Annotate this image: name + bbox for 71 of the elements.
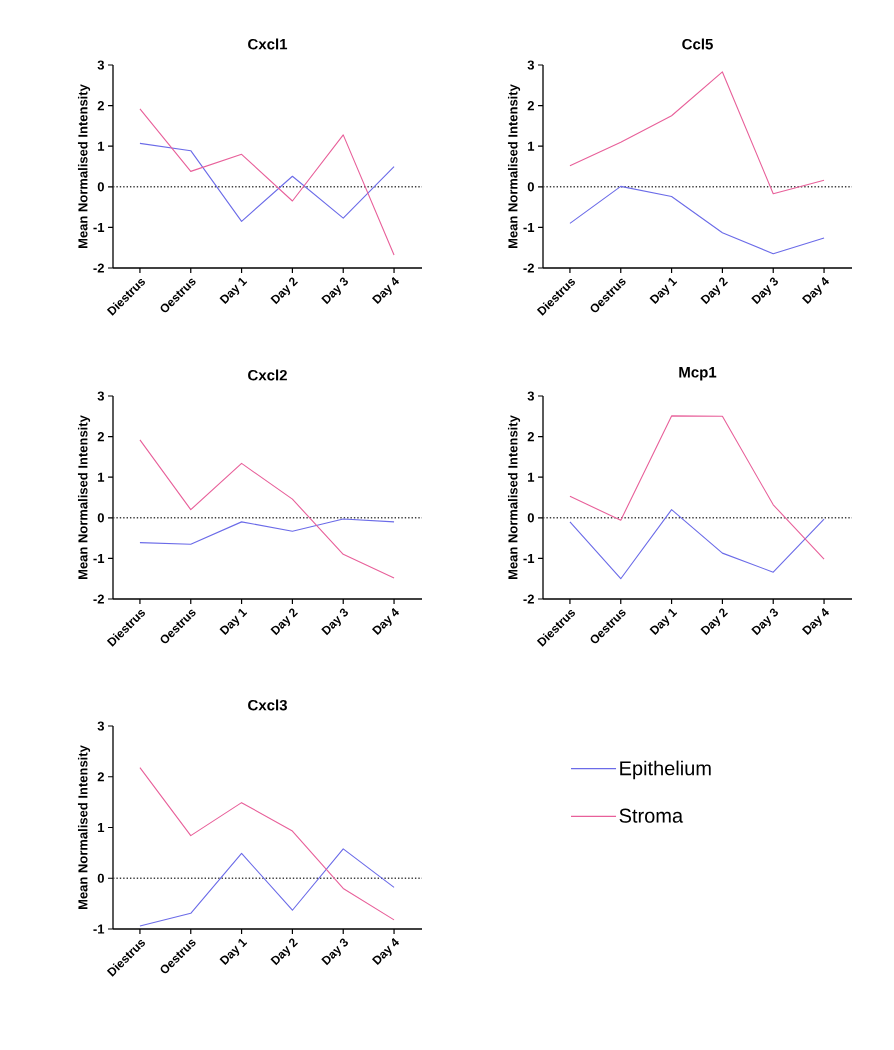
x-tick-label: Day 4 <box>371 937 400 966</box>
x-tick-label: Day 3 <box>751 277 778 305</box>
line-series <box>139 142 395 222</box>
y-axis-title: Mean Normalised Intensity <box>77 84 91 248</box>
x-tick-label: Day 1 <box>219 938 248 966</box>
x-tick-label: Day 4 <box>371 607 400 636</box>
line-series <box>139 518 395 545</box>
y-axis-title: Mean Normalised Intensity <box>507 84 521 248</box>
x-tick-label: Day 2 <box>270 608 298 636</box>
chart-title: Cxcl2 <box>248 369 287 381</box>
y-tick-label: -1 <box>93 553 105 563</box>
y-tick-label: 2 <box>527 432 534 442</box>
x-tick-label: Day 2 <box>700 277 728 305</box>
y-tick-label: 1 <box>98 141 105 151</box>
line-series <box>569 71 825 195</box>
y-tick-label: 0 <box>527 513 534 523</box>
y-tick-label: 1 <box>528 472 535 482</box>
y-tick-label: 3 <box>97 391 105 401</box>
line-series <box>569 415 825 560</box>
y-tick-label: 2 <box>97 101 104 111</box>
y-tick-label: 2 <box>97 432 104 442</box>
y-tick-label: 3 <box>527 60 535 70</box>
chart-title: Ccl5 <box>682 38 713 50</box>
y-tick-label: 0 <box>97 513 104 523</box>
x-tick-label: Day 1 <box>219 608 248 636</box>
line-series <box>139 439 395 579</box>
chart-title: Mcp1 <box>679 367 717 381</box>
x-tick-label: Day 3 <box>321 608 348 636</box>
x-tick-label: Day 4 <box>371 276 400 305</box>
x-tick-label: Day 1 <box>649 277 678 305</box>
y-tick-label: -1 <box>93 924 105 934</box>
y-tick-label: -1 <box>93 222 105 232</box>
y-tick-label: 2 <box>527 101 534 111</box>
y-tick-label: 0 <box>97 182 104 192</box>
line-series <box>569 509 825 580</box>
x-tick-label: Day 4 <box>801 276 830 305</box>
chart-title: Cxcl1 <box>248 38 288 50</box>
x-tick-label: Day 4 <box>801 607 830 636</box>
legend-label: Stroma <box>619 808 684 823</box>
y-tick-label: 3 <box>97 60 105 70</box>
x-tick-label: Day 2 <box>270 938 298 966</box>
y-tick-label: -2 <box>93 263 104 273</box>
y-tick-label: -2 <box>523 594 534 604</box>
y-tick-label: -2 <box>523 263 534 273</box>
y-axis-title: Mean Normalised Intensity <box>77 745 91 909</box>
x-tick-label: Day 1 <box>219 277 248 305</box>
legend-label: Epithelium <box>620 760 711 780</box>
line-series <box>139 848 395 927</box>
y-tick-label: 1 <box>98 472 105 482</box>
y-axis-title: Mean Normalised Intensity <box>507 415 521 579</box>
line-series <box>139 108 395 256</box>
x-tick-label: Day 2 <box>270 277 298 305</box>
x-tick-label: Day 3 <box>321 277 348 305</box>
y-tick-label: 0 <box>97 873 104 883</box>
y-tick-label: -2 <box>93 594 104 604</box>
y-tick-label: 1 <box>98 823 105 832</box>
y-tick-label: -1 <box>523 222 535 232</box>
y-tick-label: 0 <box>527 182 534 192</box>
y-tick-label: 2 <box>97 772 104 782</box>
y-tick-label: -1 <box>523 553 535 563</box>
line-series <box>139 767 395 921</box>
chart-title: Cxcl3 <box>248 699 287 711</box>
x-tick-label: Day 2 <box>700 608 728 636</box>
y-tick-label: 1 <box>528 141 535 151</box>
y-tick-label: 3 <box>527 391 535 401</box>
x-tick-label: Day 3 <box>751 608 778 636</box>
y-tick-label: 3 <box>97 721 105 731</box>
line-series <box>569 185 825 255</box>
y-axis-title: Mean Normalised Intensity <box>77 415 91 579</box>
x-tick-label: Day 1 <box>649 608 678 636</box>
x-tick-label: Day 3 <box>321 938 348 966</box>
